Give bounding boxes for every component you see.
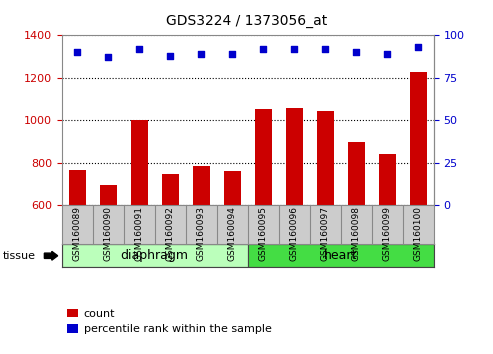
Text: GSM160091: GSM160091 (135, 206, 143, 262)
Text: GSM160094: GSM160094 (228, 206, 237, 261)
Point (228, 51, 236, 57)
Bar (317, 111, 334, 205)
Text: GSM160090: GSM160090 (104, 206, 113, 262)
Legend: count, percentile rank within the sample: count, percentile rank within the sample (67, 308, 272, 334)
Bar (410, 72, 427, 205)
Bar (162, 174, 179, 205)
Text: diaphragm: diaphragm (121, 249, 189, 262)
Text: GSM160089: GSM160089 (72, 206, 82, 262)
Point (166, 53, 174, 59)
Bar (224, 171, 241, 205)
Point (384, 51, 391, 57)
Point (321, 46, 329, 52)
Text: GDS3224 / 1373056_at: GDS3224 / 1373056_at (166, 14, 327, 28)
Bar (247, 244, 434, 267)
Text: GSM160095: GSM160095 (259, 206, 268, 262)
Bar (193, 166, 210, 205)
Point (352, 50, 360, 55)
Point (104, 55, 112, 60)
Point (415, 45, 423, 50)
Text: GSM160097: GSM160097 (321, 206, 330, 262)
Point (259, 46, 267, 52)
Point (290, 46, 298, 52)
Text: tissue: tissue (2, 251, 35, 261)
Text: GSM160099: GSM160099 (383, 206, 392, 262)
Point (197, 51, 205, 57)
Bar (348, 142, 365, 205)
Text: heart: heart (324, 249, 357, 262)
Text: GSM160098: GSM160098 (352, 206, 361, 262)
Text: GSM160093: GSM160093 (197, 206, 206, 262)
Point (135, 46, 143, 52)
Text: GSM160100: GSM160100 (414, 206, 423, 262)
Bar (62, 244, 247, 267)
Bar (131, 120, 148, 205)
Text: GSM160092: GSM160092 (166, 206, 175, 261)
Bar (100, 185, 117, 205)
Bar (255, 109, 272, 205)
Text: GSM160096: GSM160096 (290, 206, 299, 262)
Bar (69, 170, 86, 205)
Point (73, 50, 81, 55)
Bar (286, 108, 303, 205)
Bar (379, 154, 396, 205)
